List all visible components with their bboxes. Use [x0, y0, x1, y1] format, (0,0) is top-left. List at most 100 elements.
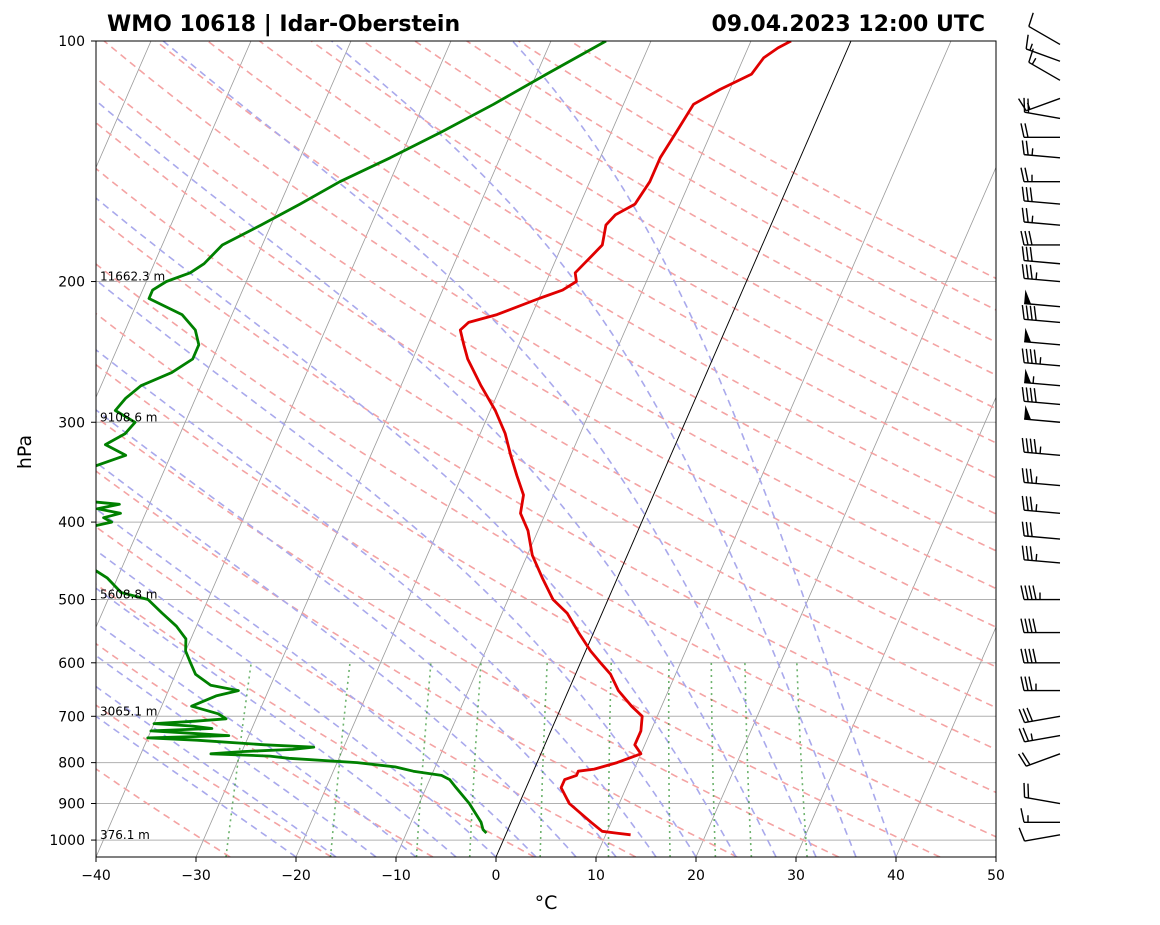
height-label: 376.1 m — [100, 828, 150, 842]
moist-adiabat-line — [96, 99, 777, 857]
height-label: 11662.3 m — [100, 270, 165, 284]
wind-barb-feather — [1024, 648, 1029, 663]
wind-barb-half-feather — [1032, 376, 1035, 384]
wind-barb-feather — [1025, 140, 1029, 156]
wind-barb-staff — [1024, 559, 1061, 564]
wind-barb-feather — [1025, 348, 1029, 364]
wind-barb — [1021, 186, 1061, 205]
wind-barb-feather — [1020, 648, 1025, 663]
wind-barb-feather — [1021, 495, 1025, 511]
wind-barb — [1021, 140, 1061, 159]
wind-barb — [1018, 727, 1061, 743]
wind-barb-feather — [1029, 305, 1033, 321]
y-tick-label: 700 — [58, 709, 85, 725]
x-tick-label: −20 — [281, 868, 311, 884]
wind-barb-feather — [1018, 709, 1026, 723]
moist-adiabat-line — [511, 41, 897, 857]
y-tick-label: 300 — [58, 415, 85, 431]
wind-barb — [1020, 230, 1060, 246]
dry-adiabat-line — [96, 470, 738, 857]
wind-barb — [1017, 97, 1061, 112]
dry-adiabat-line — [96, 642, 434, 857]
wind-barb-feather — [1022, 708, 1030, 723]
wind-barb-feather — [1024, 123, 1029, 138]
wind-barb — [1021, 387, 1061, 406]
y-tick-label: 100 — [58, 34, 85, 50]
wind-barb — [1024, 368, 1061, 387]
height-label: 9108.6 m — [100, 410, 158, 424]
profiles — [96, 41, 792, 837]
wind-barb — [1025, 34, 1061, 62]
moist-adiabat-line — [162, 41, 817, 857]
dry-adiabat-line — [259, 41, 996, 479]
wind-barb-feather — [1028, 230, 1033, 246]
wind-barb-feather — [1020, 676, 1025, 691]
wind-barb — [1020, 808, 1060, 823]
mixing-ratio-line — [415, 662, 432, 857]
y-axis: 100 200 300 400 500 600 700 800 900 1000 — [49, 34, 96, 849]
wind-barb-feather — [1028, 676, 1033, 691]
isotherm-line — [96, 41, 452, 857]
wind-barb-feather — [1029, 349, 1033, 364]
mixing-ratio-line — [468, 662, 482, 857]
wind-barb-staff — [1024, 734, 1061, 743]
x-tick-label: 50 — [987, 868, 1005, 884]
mixing-ratio-line — [710, 662, 717, 857]
wind-barb — [1021, 246, 1061, 265]
dry-adiabat-line — [96, 312, 996, 838]
wind-barb-staff — [1024, 796, 1061, 805]
moist-adiabat-line — [96, 549, 497, 857]
wind-barb — [1021, 437, 1061, 457]
height-labels: 11662.3 m 9108.6 m 5608.8 m 3065.1 m 376.1 m — [100, 270, 165, 843]
wind-barb-feather — [1029, 496, 1033, 511]
wind-barb — [1023, 782, 1061, 805]
mixing-ratio-line — [796, 662, 808, 857]
wind-barb-staff — [1024, 111, 1061, 120]
wind-barb-feather — [1021, 348, 1025, 363]
wind-barb-feather — [1021, 207, 1025, 223]
wind-barb-feather — [1029, 468, 1033, 484]
dry-adiabat-line — [96, 121, 996, 668]
mixing-ratio-line — [225, 662, 252, 857]
zero-isotherm-line — [495, 41, 852, 857]
x-tick-label: −10 — [381, 868, 411, 884]
wind-barb-flag — [1024, 368, 1032, 384]
wind-barb — [1021, 207, 1061, 226]
x-tick-label: 0 — [492, 868, 501, 884]
wind-barb — [1024, 405, 1061, 423]
dry-adiabat-line — [310, 41, 996, 444]
wind-barb — [1018, 827, 1061, 842]
wind-barb-feather — [1033, 438, 1037, 454]
moist-adiabat-line — [96, 348, 657, 857]
wind-barb-feather — [1024, 167, 1029, 182]
wind-barb-feather — [1021, 186, 1025, 202]
wind-barb — [1021, 521, 1061, 540]
wind-barb-feather — [1021, 437, 1025, 453]
wind-barb-half-feather — [1035, 272, 1038, 280]
wind-barb — [1021, 348, 1061, 367]
temperature-profile-line — [458, 41, 792, 837]
dry-adiabat-line — [96, 363, 941, 857]
wind-barb-feather — [1020, 618, 1025, 633]
isotherm-line — [295, 41, 652, 857]
moist-adiabat-line — [96, 622, 417, 857]
wind-barb — [1020, 676, 1060, 692]
wind-barb-feather — [1021, 752, 1031, 766]
wind-barb-staff — [1024, 400, 1061, 406]
wind-barb-staff — [1024, 362, 1061, 367]
dry-adiabat-line — [96, 416, 839, 857]
wind-barb-staff — [1024, 221, 1061, 226]
wind-barb-feather — [1025, 387, 1029, 402]
moist-adiabat-line — [96, 685, 337, 857]
wind-barb-feather — [1032, 648, 1037, 663]
isotherm-line — [96, 41, 252, 399]
isotherm-line — [995, 855, 996, 857]
wind-barb-feather — [1020, 167, 1025, 182]
wind-barb-flag — [1024, 289, 1032, 305]
y-tick-label: 400 — [58, 515, 85, 531]
y-tick-label: 500 — [58, 593, 85, 609]
x-axis: −40 −30 −20 −10 0 10 20 30 40 50 — [81, 857, 1005, 884]
y-tick-label: 800 — [58, 756, 85, 772]
wind-barb-flag — [1024, 327, 1032, 343]
y-axis-label: hPa — [14, 435, 36, 469]
